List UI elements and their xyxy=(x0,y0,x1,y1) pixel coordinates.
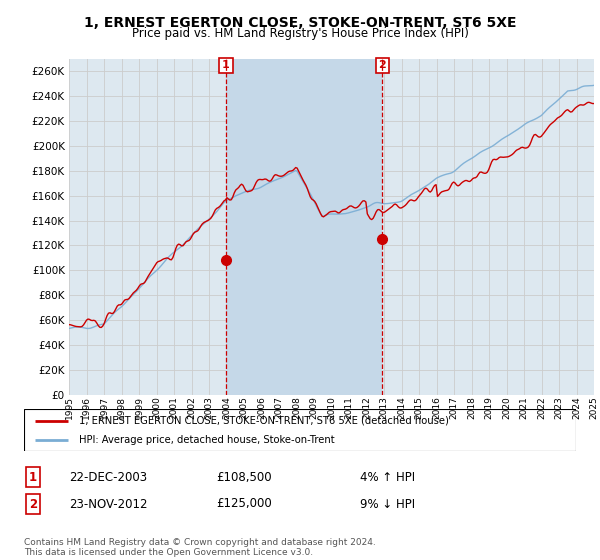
Text: 2: 2 xyxy=(379,60,386,71)
Text: £125,000: £125,000 xyxy=(216,497,272,511)
Text: 1: 1 xyxy=(29,470,37,484)
Text: 1: 1 xyxy=(222,60,230,71)
Text: HPI: Average price, detached house, Stoke-on-Trent: HPI: Average price, detached house, Stok… xyxy=(79,435,335,445)
Text: Price paid vs. HM Land Registry's House Price Index (HPI): Price paid vs. HM Land Registry's House … xyxy=(131,27,469,40)
Text: £108,500: £108,500 xyxy=(216,470,272,484)
Text: Contains HM Land Registry data © Crown copyright and database right 2024.
This d: Contains HM Land Registry data © Crown c… xyxy=(24,538,376,557)
Text: 2: 2 xyxy=(29,497,37,511)
Text: 4% ↑ HPI: 4% ↑ HPI xyxy=(360,470,415,484)
Text: 1, ERNEST EGERTON CLOSE, STOKE-ON-TRENT, ST6 5XE (detached house): 1, ERNEST EGERTON CLOSE, STOKE-ON-TRENT,… xyxy=(79,416,449,426)
Text: 1, ERNEST EGERTON CLOSE, STOKE-ON-TRENT, ST6 5XE: 1, ERNEST EGERTON CLOSE, STOKE-ON-TRENT,… xyxy=(84,16,516,30)
Bar xyxy=(226,59,382,395)
Text: 22-DEC-2003: 22-DEC-2003 xyxy=(69,470,147,484)
Text: 23-NOV-2012: 23-NOV-2012 xyxy=(69,497,148,511)
Text: 9% ↓ HPI: 9% ↓ HPI xyxy=(360,497,415,511)
